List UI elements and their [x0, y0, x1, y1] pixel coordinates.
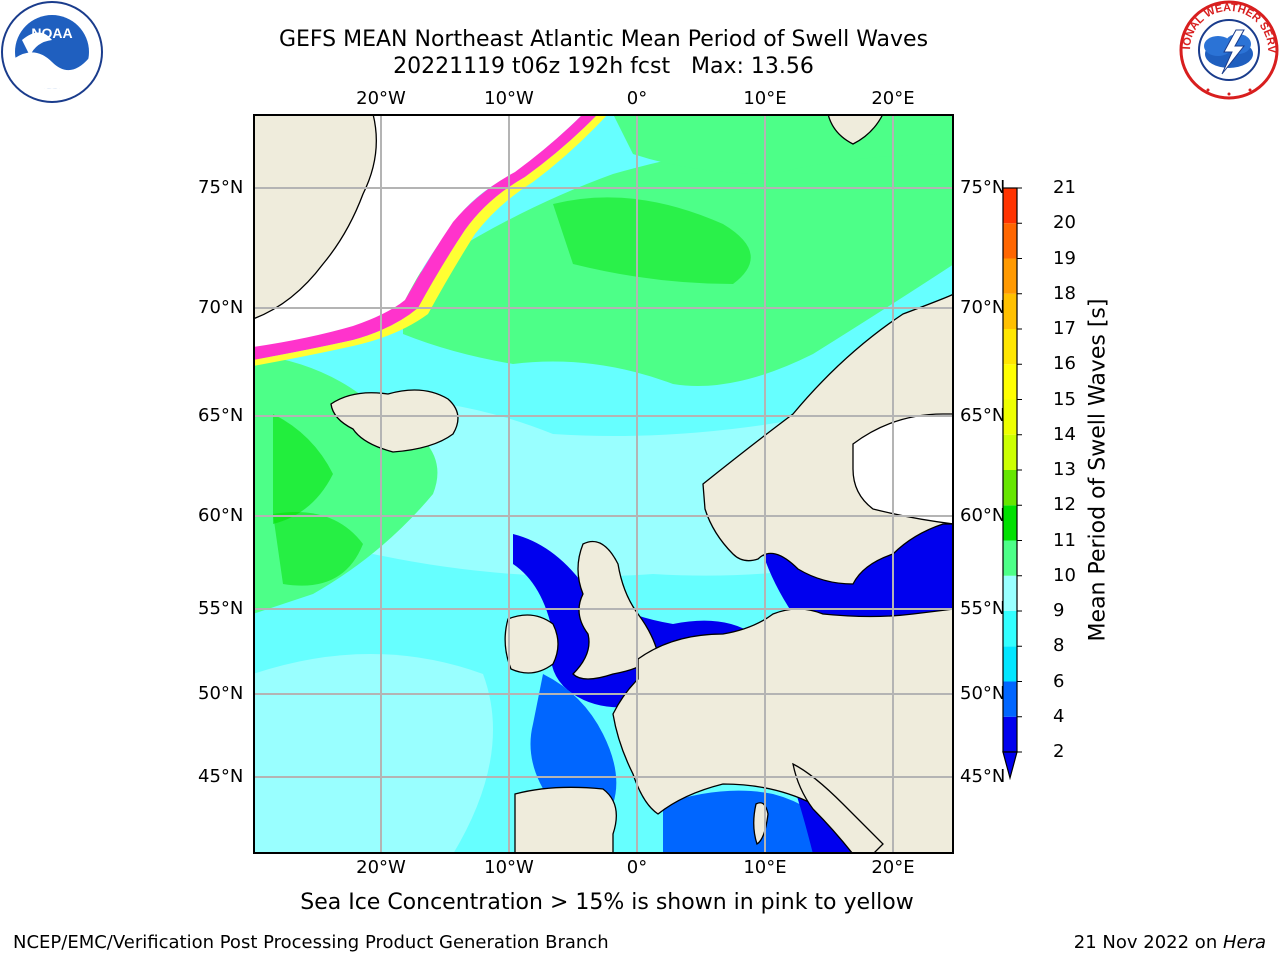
- colorbar-segment: [1003, 470, 1017, 506]
- colorbar-segment: [1003, 434, 1017, 470]
- colorbar-level-label: 14: [1053, 423, 1076, 445]
- map-title: GEFS MEAN Northeast Atlantic Mean Period…: [278, 27, 929, 52]
- swell-zone-10-11: [273, 512, 363, 586]
- swell-zone-10-11: [273, 414, 333, 524]
- lat-label-left: 50°N: [198, 683, 244, 704]
- colorbar-title: Mean Period of Swell Waves [s]: [1085, 298, 1111, 642]
- swell-period-map: [253, 114, 954, 854]
- generation-date: 21 Nov 2022 on Hera: [1074, 932, 1266, 953]
- colorbar-level-label: 20: [1053, 212, 1076, 234]
- lat-label-left: 60°N: [198, 505, 244, 526]
- colorbar-level-label: 8: [1053, 635, 1065, 657]
- producer-credit: NCEP/EMC/Verification Post Processing Pr…: [13, 932, 609, 953]
- colorbar-segment: [1003, 646, 1017, 682]
- lat-label-right: 55°N: [960, 598, 1006, 619]
- colorbar-segment: [1003, 540, 1017, 576]
- svalbard: [827, 114, 884, 145]
- swell-zone-8-9: [253, 654, 493, 854]
- italy: [792, 762, 884, 854]
- finland-unshaded: [852, 413, 954, 525]
- colorbar-level-label: 2: [1053, 741, 1065, 762]
- colorbar-segment: [1003, 329, 1017, 365]
- lon-label-bottom: 0°: [626, 857, 648, 878]
- lat-label-right: 70°N: [960, 297, 1006, 318]
- nws-logo: NATIONAL WEATHER SERVICE: [1178, 0, 1279, 100]
- colorbar-level-label: 10: [1053, 564, 1076, 586]
- colorbar-level-label: 16: [1053, 353, 1076, 375]
- noaa-logo: NOAA: [1, 1, 103, 103]
- date-text: 21 Nov 2022 on: [1073, 932, 1223, 953]
- colorbar-level-label: 19: [1053, 247, 1076, 269]
- colorbar-level-label: 9: [1053, 600, 1065, 621]
- colorbar-level-label: 12: [1053, 494, 1076, 516]
- colorbar-level-label: 21: [1053, 177, 1076, 198]
- colorbar-segment: [1003, 293, 1017, 329]
- colorbar-segment: [1003, 188, 1017, 224]
- lat-label-left: 75°N: [198, 177, 244, 198]
- machine-name: Hera: [1222, 932, 1266, 953]
- lon-label-top: 10°E: [743, 88, 787, 109]
- colorbar-segment: [1003, 399, 1017, 435]
- graticule: [253, 114, 954, 854]
- lat-label-left: 70°N: [198, 297, 244, 318]
- lon-label-bottom: 10°E: [743, 857, 787, 878]
- lon-label-bottom: 20°E: [871, 857, 915, 878]
- colorbar-segment: [1003, 716, 1017, 752]
- colorbar-level-label: 15: [1053, 388, 1076, 410]
- lon-label-bottom: 20°W: [356, 857, 406, 878]
- lon-label-top: 20°W: [356, 88, 406, 109]
- swell-zone-10-11: [553, 197, 751, 284]
- lon-label-top: 0°: [626, 88, 648, 109]
- lon-label-bottom: 10°W: [484, 857, 534, 878]
- colorbar-segment: [1003, 505, 1017, 541]
- swell-zone-9-10: [403, 124, 954, 386]
- iberia: [514, 786, 617, 854]
- colorbar-level-label: 17: [1053, 318, 1076, 339]
- colorbar-level-label: 6: [1053, 670, 1065, 692]
- noaa-logo-text: NOAA: [31, 25, 72, 41]
- swell-zone-4-6: [530, 674, 617, 804]
- lat-label-right: 75°N: [960, 177, 1006, 198]
- iceland: [330, 389, 459, 453]
- colorbar: [1002, 187, 1022, 781]
- forecast-info: 20221119 t06z 192h fcst Max: 13.56: [393, 54, 814, 79]
- lat-label-right: 60°N: [960, 505, 1006, 526]
- colorbar-level-label: 11: [1053, 529, 1076, 551]
- colorbar-segment: [1003, 364, 1017, 400]
- lat-label-left: 65°N: [198, 405, 244, 426]
- ireland: [504, 614, 559, 674]
- colorbar-level-label: 13: [1053, 459, 1076, 480]
- colorbar-segment: [1003, 611, 1017, 647]
- lon-label-top: 10°W: [484, 88, 534, 109]
- colorbar-segment: [1003, 223, 1017, 259]
- colorbar-segment: [1003, 681, 1017, 717]
- lat-label-left: 55°N: [198, 598, 244, 619]
- colorbar-level-label: 18: [1053, 282, 1076, 304]
- lat-label-right: 65°N: [960, 405, 1006, 426]
- lat-label-right: 45°N: [960, 766, 1006, 787]
- sea-ice-edge: [253, 114, 598, 360]
- lat-label-left: 45°N: [198, 766, 244, 787]
- sea-ice-edge: [253, 114, 608, 366]
- lon-label-top: 20°E: [871, 88, 915, 109]
- colorbar-segment: [1003, 258, 1017, 294]
- colorbar-extend-arrow: [1002, 751, 1018, 781]
- map-frame: [253, 114, 954, 854]
- colorbar-segment: [1003, 575, 1017, 611]
- greenland: [253, 114, 377, 320]
- sea-ice-note: Sea Ice Concentration > 15% is shown in …: [300, 890, 914, 915]
- colorbar-level-label: 4: [1053, 705, 1065, 727]
- lat-label-right: 50°N: [960, 683, 1006, 704]
